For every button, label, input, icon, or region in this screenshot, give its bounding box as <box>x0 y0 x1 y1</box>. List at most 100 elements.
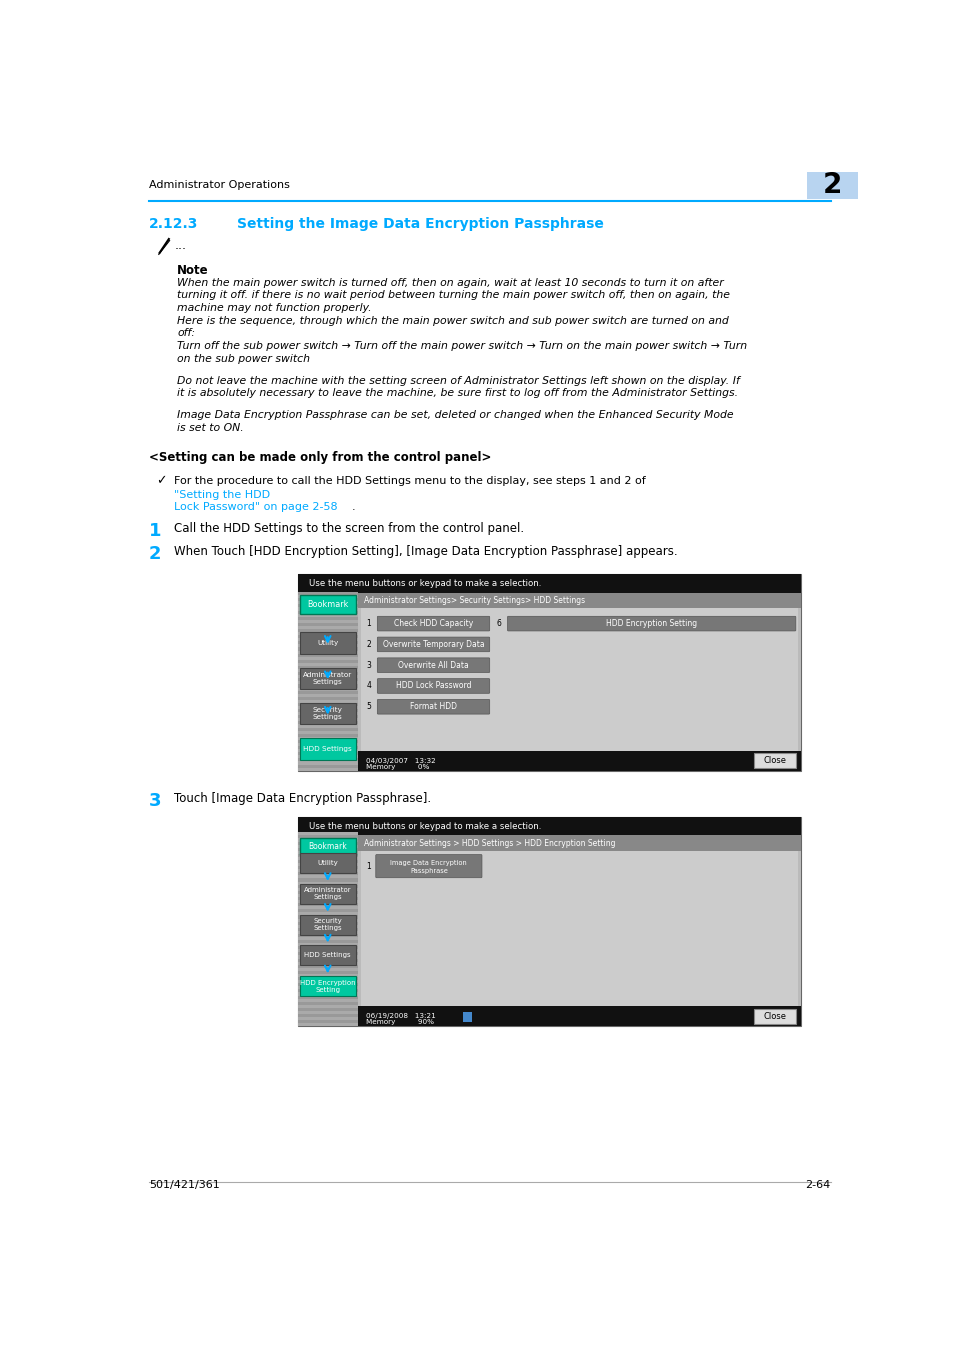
FancyBboxPatch shape <box>377 699 489 714</box>
Bar <box>297 863 357 867</box>
Text: Bookmark: Bookmark <box>307 599 348 609</box>
Bar <box>297 622 357 626</box>
Bar <box>297 1014 357 1017</box>
Bar <box>297 749 357 752</box>
Bar <box>297 983 357 987</box>
Bar <box>297 725 357 728</box>
Text: ...: ... <box>174 239 187 251</box>
Text: 2-64: 2-64 <box>804 1180 830 1189</box>
Bar <box>297 716 357 718</box>
Bar <box>297 709 357 713</box>
Bar <box>297 653 357 656</box>
Bar <box>297 632 357 634</box>
Bar <box>297 1004 357 1008</box>
Text: 3: 3 <box>366 660 371 670</box>
Bar <box>297 845 357 848</box>
Text: When the main power switch is turned off, then on again, wait at least 10 second: When the main power switch is turned off… <box>177 278 723 288</box>
Bar <box>297 973 357 977</box>
FancyBboxPatch shape <box>299 667 355 688</box>
Bar <box>297 721 357 725</box>
Bar <box>297 931 357 934</box>
Bar <box>297 910 357 913</box>
Text: 1: 1 <box>366 861 371 871</box>
Bar <box>297 644 357 648</box>
Bar <box>297 977 357 980</box>
FancyBboxPatch shape <box>299 915 355 934</box>
Text: .: . <box>352 502 355 512</box>
Bar <box>297 833 357 836</box>
Bar <box>297 875 357 879</box>
Text: Overwrite Temporary Data: Overwrite Temporary Data <box>382 640 484 649</box>
FancyBboxPatch shape <box>299 703 355 725</box>
Bar <box>360 609 798 751</box>
Text: Close: Close <box>762 756 785 765</box>
Text: HDD Encryption Setting: HDD Encryption Setting <box>605 620 697 628</box>
Bar <box>297 867 357 869</box>
Bar <box>297 918 357 922</box>
Text: HDD Settings: HDD Settings <box>304 953 351 958</box>
Text: Call the HDD Settings to the screen from the control panel.: Call the HDD Settings to the screen from… <box>173 522 523 535</box>
Text: HDD Lock Password: HDD Lock Password <box>395 682 471 690</box>
Bar <box>297 906 357 910</box>
Bar <box>297 915 357 918</box>
Bar <box>297 691 357 694</box>
Text: 2.12.3: 2.12.3 <box>149 217 198 231</box>
Bar <box>297 934 357 937</box>
Bar <box>297 660 357 663</box>
FancyBboxPatch shape <box>299 976 355 996</box>
Bar <box>297 639 357 641</box>
Bar <box>297 761 357 764</box>
Bar <box>297 961 357 965</box>
Text: 2: 2 <box>366 640 371 649</box>
Bar <box>297 634 357 639</box>
Bar <box>297 836 357 838</box>
Text: it is absolutely necessary to leave the machine, be sure first to log off from t: it is absolutely necessary to leave the … <box>177 389 738 398</box>
Text: HDD Encryption
Setting: HDD Encryption Setting <box>299 980 355 992</box>
Bar <box>297 697 357 699</box>
Bar <box>297 620 357 622</box>
Text: Check HDD Capacity: Check HDD Capacity <box>394 620 473 628</box>
Bar <box>297 682 357 684</box>
Text: Image Data Encryption: Image Data Encryption <box>390 860 467 867</box>
Bar <box>297 1008 357 1011</box>
Bar <box>297 663 357 666</box>
Bar <box>297 595 357 598</box>
Text: Use the menu buttons or keypad to make a selection.: Use the menu buttons or keypad to make a… <box>309 822 541 830</box>
Bar <box>297 927 357 931</box>
Bar <box>297 617 357 620</box>
Bar <box>297 965 357 968</box>
FancyBboxPatch shape <box>299 595 355 614</box>
FancyBboxPatch shape <box>299 884 355 904</box>
Bar <box>297 817 801 836</box>
Bar <box>297 869 357 872</box>
Text: Memory          0%: Memory 0% <box>365 764 429 769</box>
Bar <box>297 1023 357 1026</box>
Bar <box>297 990 357 992</box>
Bar <box>297 896 357 900</box>
FancyBboxPatch shape <box>299 945 355 965</box>
Text: is set to ON.: is set to ON. <box>177 423 244 433</box>
Bar <box>357 1006 801 1026</box>
Text: Security
Settings: Security Settings <box>313 918 342 932</box>
Bar <box>297 987 357 990</box>
Bar <box>297 944 357 946</box>
Bar <box>297 656 357 660</box>
Bar <box>297 860 357 863</box>
Text: Administrator Operations: Administrator Operations <box>149 180 290 190</box>
Bar <box>297 694 357 697</box>
Bar <box>297 740 357 743</box>
Bar <box>297 946 357 949</box>
Bar <box>297 838 357 841</box>
FancyBboxPatch shape <box>299 837 355 855</box>
Bar <box>297 853 357 857</box>
Bar <box>297 614 357 617</box>
Bar <box>297 593 357 595</box>
Bar <box>297 841 357 845</box>
Text: ✓: ✓ <box>156 474 167 487</box>
Bar <box>297 956 357 958</box>
Bar <box>297 629 357 632</box>
FancyBboxPatch shape <box>299 853 355 873</box>
Bar <box>297 891 357 894</box>
Bar <box>297 684 357 687</box>
Bar <box>297 1021 357 1023</box>
